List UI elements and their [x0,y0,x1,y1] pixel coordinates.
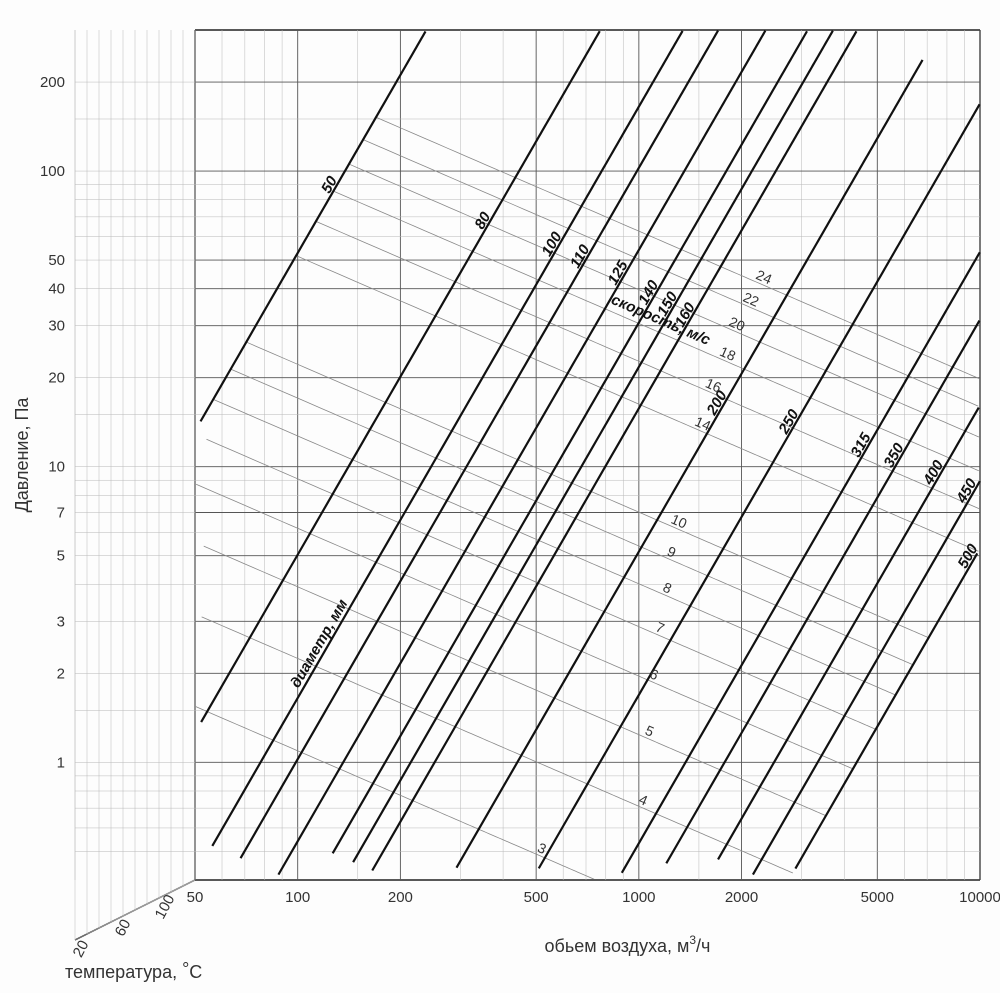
diameter-label: 500 [954,541,982,572]
diameter-label: 250 [775,406,803,438]
x-tick-label: 500 [524,889,549,906]
diameter-label: 315 [847,429,875,460]
velocity-label: 6 [647,665,661,683]
diameter-label: 450 [953,475,981,507]
velocity-label: 18 [717,343,738,364]
temp-tick-label: 100 [152,892,179,922]
y-tick-label: 3 [57,613,65,630]
diameter-series-title: диаметр, мм [287,596,351,690]
nomograph-svg: 50 100 200 500 1000 2000 5000 10000 1 2 3 5 7 10 20 30 4… [0,0,1000,993]
y-tick-label: 5 [57,548,65,565]
y-tick-label: 1 [57,754,65,771]
diameter-label: 110 [567,241,594,271]
nomograph-container: { "chart": { "type": "nomograph-log-log"… [0,0,1000,993]
y-tick-label: 2 [57,665,65,682]
velocity-label: 10 [669,511,690,532]
velocity-label: 8 [661,579,675,597]
diameter-label: 400 [920,457,948,489]
y-tick-label: 30 [48,318,65,335]
x-tick-label: 50 [187,889,204,906]
x-tick-label: 2000 [725,889,758,906]
x-tick-label: 1000 [622,889,655,906]
velocity-label: 20 [727,313,748,334]
x-tick-label: 200 [388,889,413,906]
y-tick-label: 40 [48,281,65,298]
x-tick-label: 10000 [959,889,1000,906]
y-tick-label: 100 [40,163,65,180]
x-tick-label: 100 [285,889,310,906]
x-tick-label: 5000 [861,889,894,906]
velocity-label: 14 [693,413,714,434]
temp-axis-title: температура, °С [65,959,202,982]
temp-tick-label: 20 [70,938,93,961]
y-axis-title: Давление, Па [12,397,32,513]
y-tick-label: 20 [48,370,65,387]
x-axis-title: обьем воздуха, м3/ч [545,933,711,956]
velocity-label: 9 [665,543,679,561]
velocity-label: 5 [643,722,657,740]
diameter-label: 125 [604,257,632,288]
y-tick-label: 10 [48,459,65,476]
velocity-label: 24 [754,267,775,288]
velocity-label: 22 [741,289,762,310]
y-tick-label: 7 [57,505,65,522]
diameter-label: 100 [538,229,566,260]
diameter-label: 350 [880,440,908,471]
y-tick-label: 200 [40,74,65,91]
y-tick-label: 50 [48,252,65,269]
diameter-label: 80 [471,209,494,233]
